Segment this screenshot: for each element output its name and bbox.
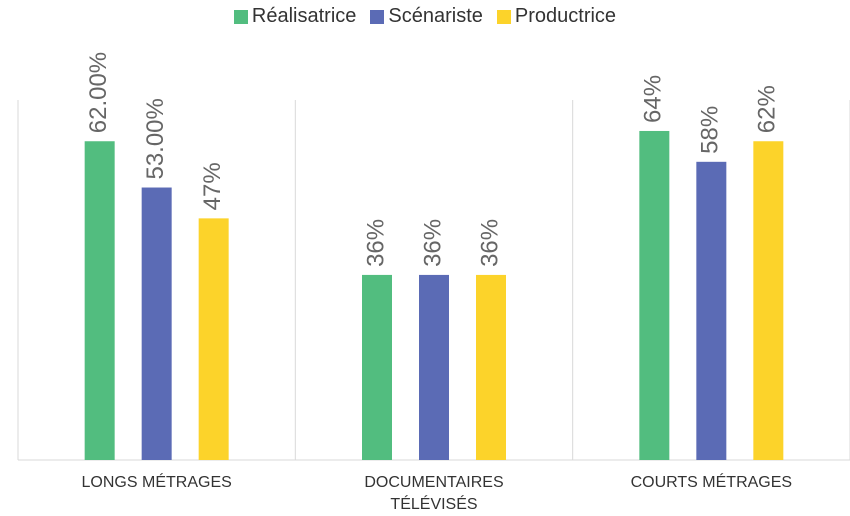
x-tick-label: LONGS MÉTRAGES [81,474,232,491]
bar [696,161,727,460]
value-label: 62.00% [85,52,112,133]
x-tick-label: COURTS MÉTRAGES [630,474,793,491]
value-label: 36% [419,219,446,267]
legend-swatch [233,9,248,24]
bar [198,218,229,460]
value-label: 36% [362,219,389,267]
bar [362,274,392,460]
legend-label: Productrice [514,5,617,27]
value-label: 53.00% [142,98,169,179]
bar [84,141,115,460]
legend-swatch [496,9,511,24]
x-tick-label: DOCUMENTAIRES TÉLÉVISÉS [364,474,504,513]
legend-label: Réalisatrice [251,5,357,27]
bar [753,141,784,460]
value-label: 36% [476,219,503,267]
legend-item: Scénariste [370,5,483,28]
value-label: 62% [754,85,781,133]
bar [476,274,506,460]
legend-label: Scénariste [388,5,483,27]
value-label: 58% [697,106,724,154]
value-label: 64% [640,75,667,123]
bar [639,130,670,460]
legend-item: Réalisatrice [233,5,357,28]
legend-item: Productrice [496,5,617,28]
value-label: 47% [199,162,226,210]
bar [141,187,172,461]
legend: Réalisatrice Scénariste Productrice [0,5,850,28]
legend-swatch [370,9,385,24]
bar [419,274,449,460]
